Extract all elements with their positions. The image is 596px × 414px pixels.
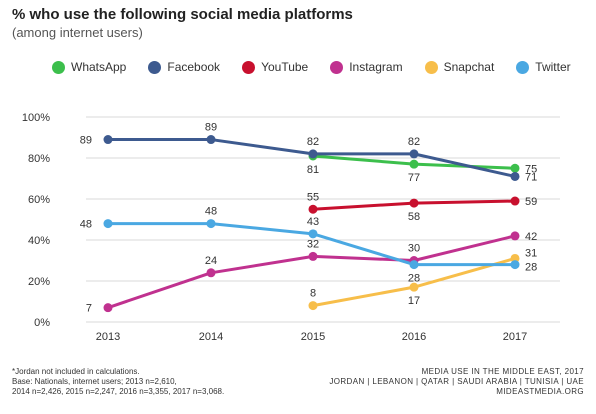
x-tick-label: 2015 (301, 331, 325, 343)
data-label: 7 (86, 303, 92, 315)
legend-item-whatsapp: WhatsApp (52, 60, 126, 74)
legend-item-instagram: Instagram (330, 60, 403, 74)
data-label: 17 (408, 295, 420, 307)
data-label: 28 (525, 262, 537, 274)
data-point-twitter (308, 229, 318, 239)
data-point-youtube (409, 198, 419, 208)
data-point-twitter (103, 219, 113, 229)
data-label: 81 (307, 164, 319, 176)
data-point-whatsapp (409, 159, 419, 169)
source-line: JORDAN | LEBANON | QATAR | SAUDI ARABIA … (329, 377, 584, 386)
data-label: 71 (525, 171, 537, 183)
y-tick-label: 60% (28, 194, 50, 206)
x-tick-label: 2017 (503, 331, 527, 343)
legend-swatch (148, 60, 162, 74)
source-line: MEDIA USE IN THE MIDDLE EAST, 2017 (421, 367, 584, 376)
data-point-snapchat (510, 253, 520, 263)
source-line: MIDEASTMEDIA.ORG (496, 387, 584, 396)
legend-label: Facebook (167, 60, 221, 74)
data-point-instagram (103, 303, 113, 313)
y-tick-label: 80% (28, 153, 50, 165)
data-label: 48 (80, 219, 92, 231)
data-point-twitter (510, 260, 520, 270)
source-credit: MEDIA USE IN THE MIDDLE EAST, 2017 JORDA… (329, 367, 584, 397)
chart-title: % who use the following social media pla… (12, 6, 353, 23)
y-tick-label: 40% (28, 235, 50, 247)
data-label: 75 (525, 163, 537, 175)
chart-legend: WhatsApp Facebook YouTube Instagram Snapchat… (52, 60, 593, 74)
y-tick-label: 0% (34, 317, 50, 329)
legend-swatch (52, 60, 65, 74)
legend-item-youtube: YouTube (242, 60, 308, 74)
data-label: 58 (408, 211, 420, 223)
data-point-facebook (510, 171, 520, 181)
x-tick-label: 2016 (402, 331, 426, 343)
data-point-facebook (103, 135, 113, 145)
data-label: 89 (80, 135, 92, 147)
data-point-twitter (409, 260, 419, 270)
data-label: 30 (408, 243, 420, 255)
legend-item-twitter: Twitter (516, 60, 571, 74)
legend-item-facebook: Facebook (148, 60, 220, 74)
chart-subtitle: (among internet users) (12, 25, 143, 40)
data-point-snapchat (308, 301, 318, 311)
data-label: 59 (525, 196, 537, 208)
data-label: 42 (525, 231, 537, 243)
data-point-whatsapp (510, 163, 520, 173)
legend-label: YouTube (261, 60, 309, 74)
data-label: 55 (307, 191, 319, 203)
legend-label: Snapchat (443, 60, 495, 74)
legend-swatch (424, 60, 438, 74)
legend-swatch (242, 60, 256, 74)
y-tick-label: 20% (28, 276, 50, 288)
data-point-snapchat (409, 282, 419, 292)
legend-label: Instagram (349, 60, 403, 74)
data-label: 28 (408, 273, 420, 285)
data-label: 77 (408, 172, 420, 184)
data-point-facebook (308, 149, 318, 159)
data-label: 82 (408, 136, 420, 148)
data-point-youtube (308, 204, 318, 214)
data-point-instagram (308, 251, 318, 261)
data-point-instagram (510, 231, 520, 241)
x-tick-label: 2013 (96, 331, 120, 343)
data-label: 24 (205, 255, 217, 267)
x-tick-label: 2014 (199, 331, 223, 343)
legend-label: WhatsApp (71, 60, 127, 74)
data-point-facebook (206, 135, 216, 145)
data-point-twitter (206, 219, 216, 229)
data-point-instagram (206, 268, 216, 278)
data-label: 89 (205, 122, 217, 134)
data-label: 31 (525, 247, 537, 259)
footnote-line: 2014 n=2,426, 2015 n=2,247, 2016 n=3,355… (12, 387, 225, 396)
data-label: 8 (310, 288, 316, 300)
data-point-youtube (510, 196, 520, 206)
data-label: 43 (307, 216, 319, 228)
y-tick-label: 100% (22, 112, 50, 124)
legend-swatch (330, 60, 344, 74)
footnote: *Jordan not included in calculations. Ba… (12, 367, 282, 397)
data-label: 82 (307, 136, 319, 148)
data-label: 48 (205, 206, 217, 218)
footnote-line: *Jordan not included in calculations. (12, 367, 140, 376)
legend-swatch (516, 60, 530, 74)
footnote-line: Base: Nationals, internet users; 2013 n=… (12, 377, 177, 386)
legend-label: Twitter (535, 60, 571, 74)
data-label: 32 (307, 238, 319, 250)
data-point-facebook (409, 149, 419, 159)
legend-item-snapchat: Snapchat (424, 60, 495, 74)
